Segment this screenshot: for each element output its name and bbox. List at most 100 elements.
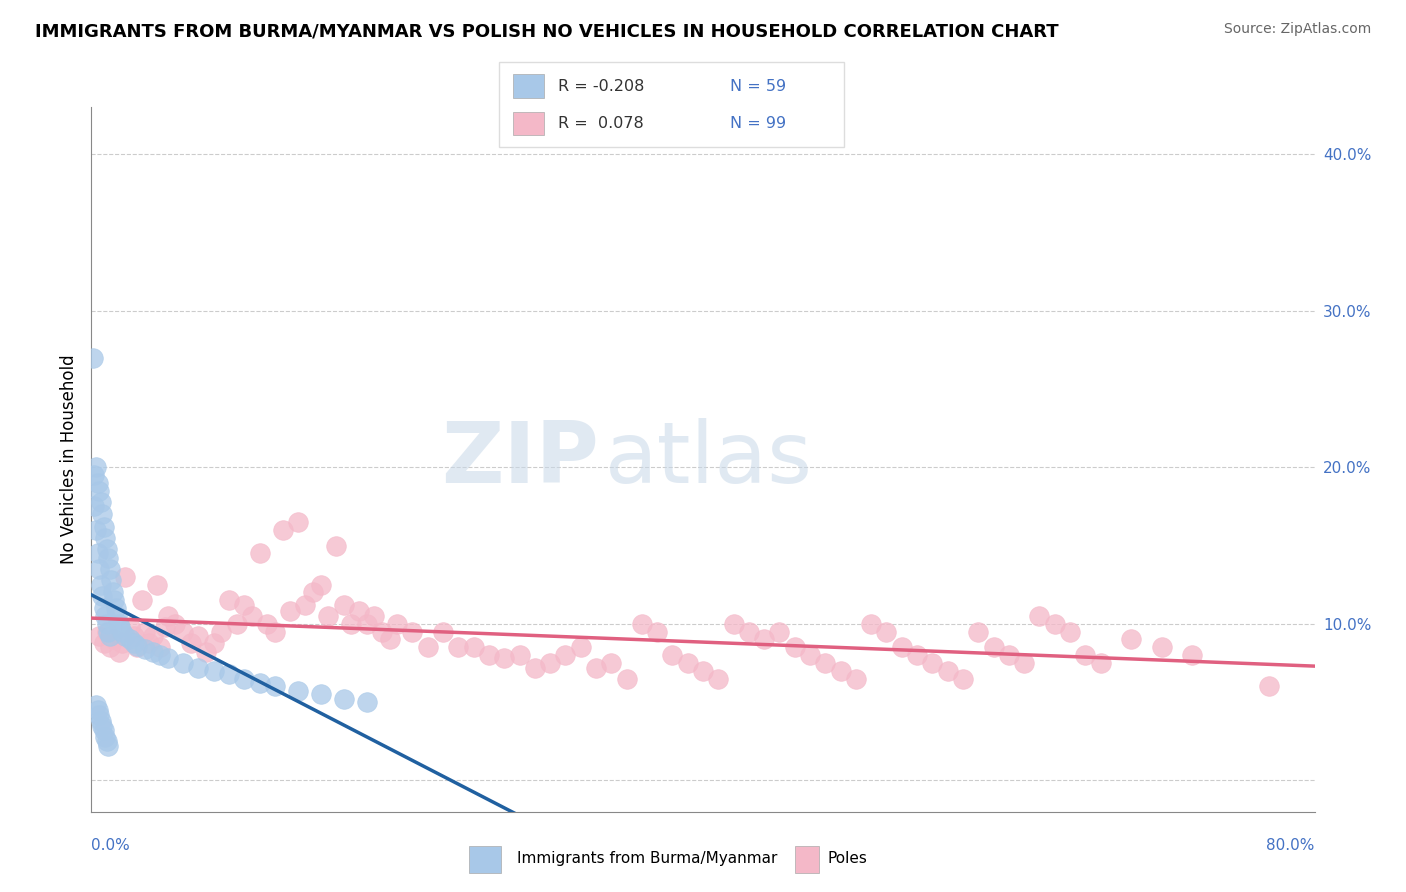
Point bbox=[202, 664, 225, 678]
Point bbox=[278, 604, 301, 618]
Point bbox=[692, 664, 714, 678]
Point bbox=[271, 523, 294, 537]
Point bbox=[1150, 640, 1173, 655]
Point bbox=[101, 585, 124, 599]
Point bbox=[318, 609, 340, 624]
Point bbox=[332, 598, 354, 612]
Point bbox=[723, 616, 745, 631]
Point bbox=[96, 541, 118, 556]
Point bbox=[149, 640, 172, 655]
Point bbox=[249, 676, 271, 690]
Point bbox=[96, 734, 118, 748]
Point bbox=[340, 616, 363, 631]
Text: 0.0%: 0.0% bbox=[91, 838, 131, 854]
Point bbox=[105, 609, 128, 624]
Point bbox=[96, 616, 118, 631]
Point bbox=[225, 616, 247, 631]
Bar bbox=[513, 74, 544, 98]
Text: N = 59: N = 59 bbox=[730, 78, 786, 94]
Point bbox=[153, 620, 176, 634]
Point bbox=[538, 656, 561, 670]
Point bbox=[202, 635, 225, 649]
Point bbox=[845, 672, 868, 686]
Text: atlas: atlas bbox=[605, 417, 813, 501]
Point bbox=[98, 640, 121, 655]
Point bbox=[600, 656, 623, 670]
Point bbox=[768, 624, 790, 639]
Point bbox=[998, 648, 1021, 662]
Point bbox=[463, 640, 485, 655]
Point bbox=[814, 656, 837, 670]
Point bbox=[149, 648, 172, 662]
Point bbox=[325, 539, 347, 553]
Point bbox=[108, 616, 131, 631]
Text: ZIP: ZIP bbox=[441, 417, 599, 501]
Point bbox=[93, 635, 115, 649]
Point bbox=[93, 519, 115, 533]
Point bbox=[1074, 648, 1097, 662]
Point bbox=[110, 620, 132, 634]
Text: IMMIGRANTS FROM BURMA/MYANMAR VS POLISH NO VEHICLES IN HOUSEHOLD CORRELATION CHA: IMMIGRANTS FROM BURMA/MYANMAR VS POLISH … bbox=[35, 22, 1059, 40]
Point bbox=[218, 667, 240, 681]
Point bbox=[96, 624, 118, 639]
Point bbox=[146, 577, 169, 591]
Point bbox=[294, 598, 316, 612]
Point bbox=[921, 656, 943, 670]
Point bbox=[141, 645, 163, 659]
Point bbox=[90, 714, 112, 728]
Point bbox=[97, 739, 120, 753]
Point bbox=[127, 640, 149, 655]
Text: R = -0.208: R = -0.208 bbox=[558, 78, 644, 94]
Point bbox=[249, 546, 271, 560]
Point bbox=[1090, 656, 1112, 670]
Point bbox=[569, 640, 592, 655]
Point bbox=[799, 648, 821, 662]
Point bbox=[218, 593, 240, 607]
Point bbox=[432, 624, 454, 639]
Point bbox=[100, 573, 122, 587]
Point bbox=[86, 546, 108, 560]
Point bbox=[91, 589, 114, 603]
Point bbox=[707, 672, 730, 686]
Point bbox=[90, 577, 112, 591]
Point bbox=[93, 723, 115, 738]
Point bbox=[233, 598, 256, 612]
Point bbox=[118, 632, 141, 647]
Point bbox=[738, 624, 761, 639]
Point bbox=[830, 664, 852, 678]
Point bbox=[890, 640, 912, 655]
Point bbox=[84, 698, 107, 713]
Point bbox=[1181, 648, 1204, 662]
Bar bbox=[796, 847, 820, 873]
Point bbox=[134, 641, 156, 656]
Point bbox=[127, 639, 149, 653]
Point bbox=[83, 468, 105, 483]
Point bbox=[87, 483, 110, 498]
Point bbox=[98, 629, 121, 643]
Point bbox=[111, 624, 134, 639]
Point bbox=[1043, 616, 1066, 631]
Point bbox=[783, 640, 806, 655]
Point bbox=[401, 624, 423, 639]
Point bbox=[661, 648, 683, 662]
Point bbox=[645, 624, 668, 639]
Point bbox=[91, 507, 114, 521]
Point bbox=[309, 687, 332, 701]
Point bbox=[754, 632, 776, 647]
Point bbox=[98, 562, 121, 576]
Point bbox=[97, 624, 120, 639]
Point bbox=[122, 635, 145, 649]
Point bbox=[302, 585, 325, 599]
Point bbox=[676, 656, 699, 670]
Point bbox=[86, 475, 108, 490]
Point bbox=[332, 692, 354, 706]
Point bbox=[103, 632, 125, 647]
Point bbox=[156, 609, 179, 624]
Point bbox=[1121, 632, 1143, 647]
Point bbox=[94, 730, 117, 744]
Point bbox=[309, 577, 332, 591]
Point bbox=[134, 624, 156, 639]
Point bbox=[87, 562, 110, 576]
Point bbox=[97, 551, 120, 566]
Point bbox=[378, 632, 401, 647]
